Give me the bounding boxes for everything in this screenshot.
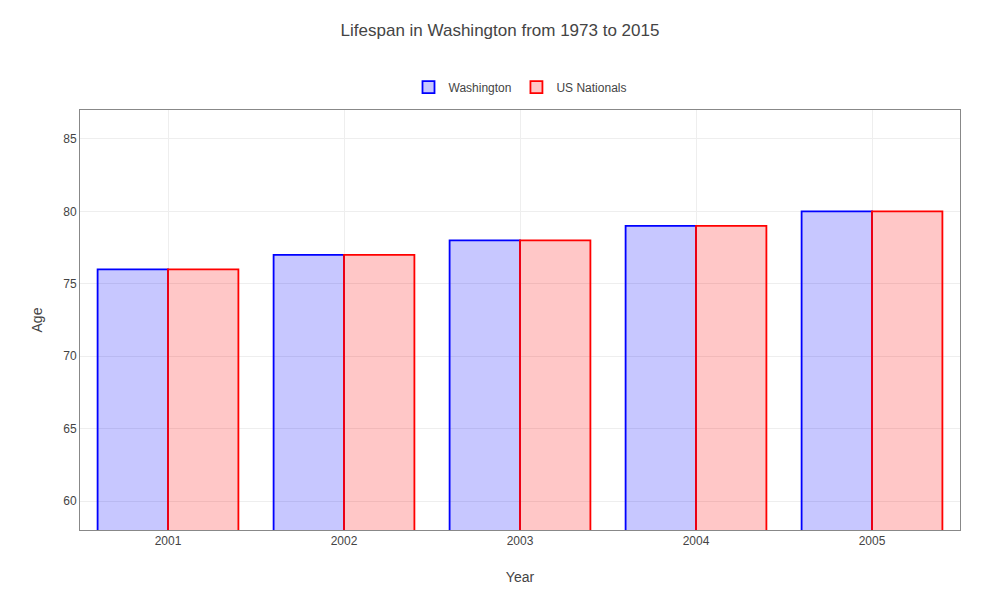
svg-text:75: 75 xyxy=(63,277,77,291)
svg-text:US Nationals: US Nationals xyxy=(556,81,626,95)
svg-text:2002: 2002 xyxy=(331,534,358,548)
svg-text:2003: 2003 xyxy=(507,534,534,548)
svg-text:2001: 2001 xyxy=(155,534,182,548)
svg-text:Year: Year xyxy=(506,569,535,585)
svg-text:80: 80 xyxy=(63,205,77,219)
svg-text:85: 85 xyxy=(63,132,77,146)
svg-text:Age: Age xyxy=(29,307,45,332)
svg-text:2005: 2005 xyxy=(859,534,886,548)
svg-text:Lifespan in Washington from 19: Lifespan in Washington from 1973 to 2015 xyxy=(341,21,660,40)
svg-text:60: 60 xyxy=(63,494,77,508)
svg-text:70: 70 xyxy=(63,349,77,363)
svg-text:65: 65 xyxy=(63,422,77,436)
svg-text:2004: 2004 xyxy=(683,534,710,548)
svg-text:Washington: Washington xyxy=(449,81,512,95)
